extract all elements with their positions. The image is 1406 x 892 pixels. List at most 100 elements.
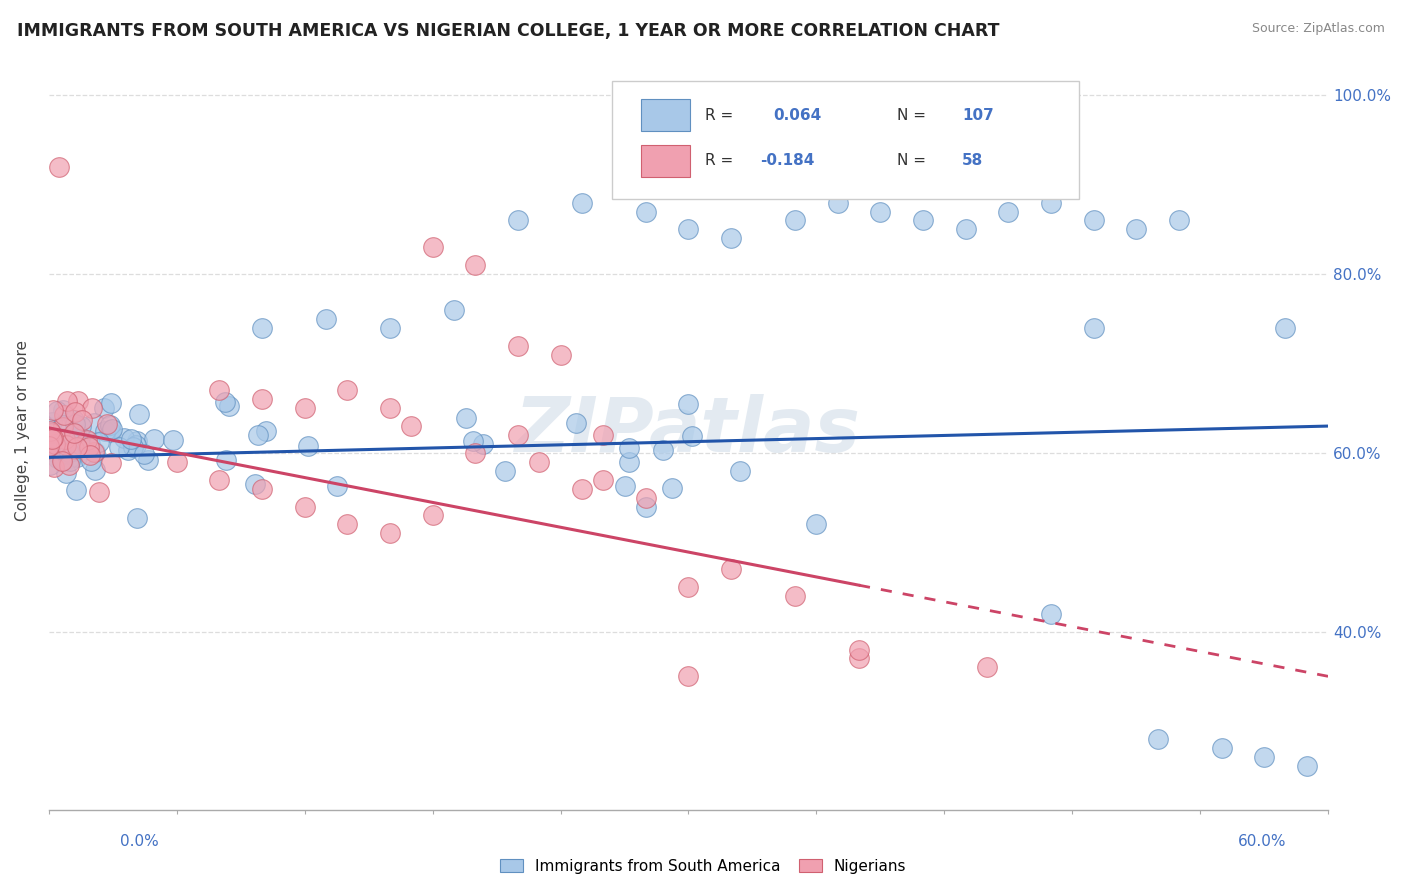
Text: N =: N = [897, 153, 931, 169]
Point [848, 651, 870, 665]
Point [82, 401, 104, 416]
Point [1083, 320, 1105, 334]
Point [97, 423, 120, 437]
Point [83, 463, 105, 477]
Point [63, 425, 86, 440]
Point [134, 447, 156, 461]
Point [422, 508, 444, 523]
Point [42, 432, 65, 446]
Point [911, 213, 934, 227]
Point [464, 446, 486, 460]
Point [215, 453, 238, 467]
Point [39, 420, 62, 434]
Point [250, 392, 273, 407]
Point [651, 442, 673, 457]
Point [52, 418, 75, 433]
Point [38, 439, 60, 453]
Point [955, 222, 977, 236]
Point [65, 440, 87, 454]
Point [98, 417, 121, 432]
Point [827, 195, 849, 210]
Text: N =: N = [897, 108, 931, 123]
Point [52, 420, 75, 434]
Point [39, 458, 62, 472]
Point [59, 453, 82, 467]
Point [1146, 731, 1168, 746]
Point [166, 455, 188, 469]
Point [125, 438, 148, 452]
Point [41, 415, 63, 429]
Point [527, 455, 550, 469]
Point [634, 204, 657, 219]
Point [53, 432, 76, 446]
Point [336, 384, 359, 398]
Point [93, 401, 115, 416]
FancyBboxPatch shape [641, 145, 690, 177]
Point [100, 396, 122, 410]
Point [41, 440, 63, 454]
Point [506, 213, 529, 227]
Point [325, 479, 347, 493]
Point [506, 338, 529, 352]
Point [58, 445, 80, 459]
Point [214, 395, 236, 409]
Point [976, 660, 998, 674]
Point [315, 311, 337, 326]
Text: ZIPatlas: ZIPatlas [516, 393, 862, 467]
Text: IMMIGRANTS FROM SOUTH AMERICA VS NIGERIAN COLLEGE, 1 YEAR OR MORE CORRELATION CH: IMMIGRANTS FROM SOUTH AMERICA VS NIGERIA… [17, 22, 1000, 40]
Point [42, 403, 65, 417]
Point [77, 440, 100, 454]
Point [41, 426, 63, 441]
Point [806, 517, 828, 532]
Point [619, 455, 641, 469]
Point [550, 347, 572, 361]
Point [55, 438, 77, 452]
Legend: Immigrants from South America, Nigerians: Immigrants from South America, Nigerians [494, 853, 912, 880]
Point [422, 240, 444, 254]
Point [1274, 320, 1296, 334]
Point [76, 433, 98, 447]
Point [254, 424, 277, 438]
Point [247, 427, 270, 442]
Point [506, 428, 529, 442]
Point [783, 589, 806, 603]
Point [1039, 195, 1062, 210]
Point [162, 433, 184, 447]
Point [142, 432, 165, 446]
Point [1253, 749, 1275, 764]
Point [661, 481, 683, 495]
Point [869, 204, 891, 219]
Point [63, 417, 86, 432]
Point [294, 401, 316, 416]
Point [58, 458, 80, 472]
Point [83, 445, 105, 459]
Point [848, 642, 870, 657]
Point [681, 429, 703, 443]
Point [378, 526, 401, 541]
Point [120, 432, 142, 446]
Point [634, 500, 657, 514]
Point [108, 440, 131, 454]
Point [676, 397, 699, 411]
Point [62, 413, 84, 427]
Point [100, 456, 122, 470]
FancyBboxPatch shape [641, 99, 690, 131]
Point [51, 454, 73, 468]
Point [112, 431, 135, 445]
Point [93, 424, 115, 438]
Point [399, 419, 422, 434]
Point [1083, 213, 1105, 227]
Point [66, 430, 89, 444]
Point [69, 439, 91, 453]
Point [336, 517, 359, 532]
Point [52, 431, 75, 445]
Point [69, 429, 91, 443]
Point [63, 442, 86, 456]
Point [571, 482, 593, 496]
Point [101, 421, 124, 435]
Point [592, 428, 614, 442]
Point [1039, 607, 1062, 621]
Point [728, 464, 751, 478]
Point [52, 409, 75, 423]
Point [80, 454, 103, 468]
